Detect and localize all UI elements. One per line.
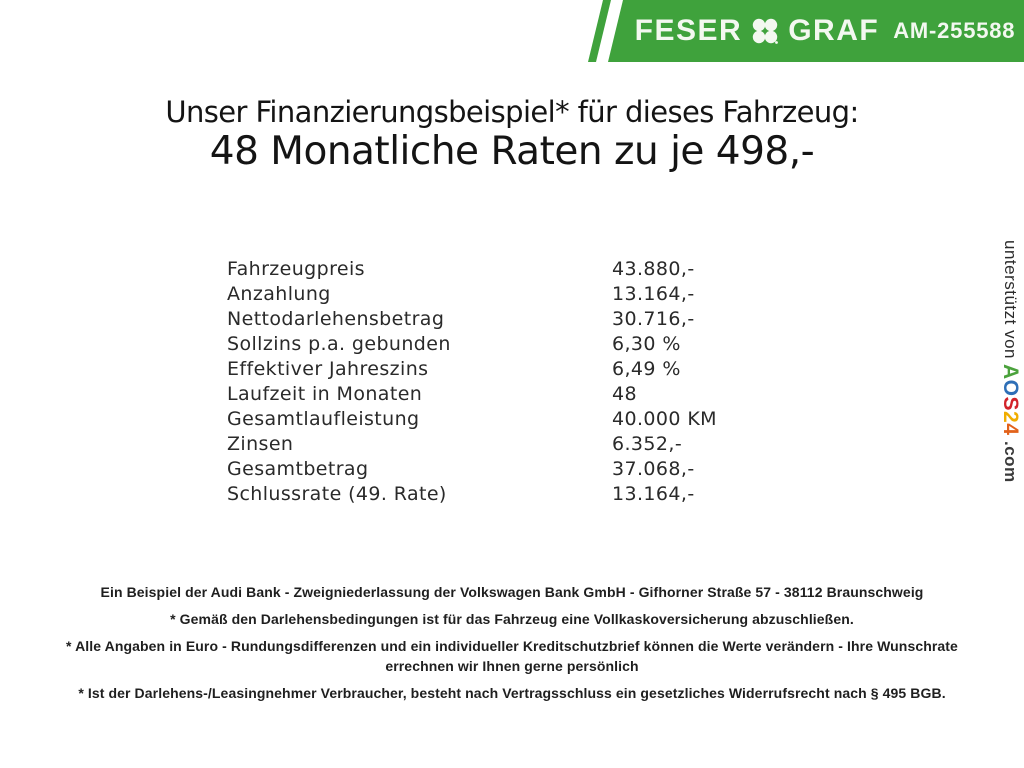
row-value: 13.164,- bbox=[612, 483, 695, 505]
row-label: Gesamtlaufleistung bbox=[227, 408, 420, 430]
table-row: Gesamtbetrag 37.068,- bbox=[227, 457, 717, 482]
aos24-letter: 4 bbox=[999, 423, 1022, 436]
row-value: 6,30 % bbox=[612, 333, 681, 355]
disclaimer-line: * Ist der Darlehens-/Leasingnehmer Verbr… bbox=[78, 685, 946, 701]
page-title: Unser Finanzierungsbeispiel* für dieses … bbox=[165, 95, 859, 129]
row-value: 13.164,- bbox=[612, 283, 695, 305]
brand-name-graf: GRAF bbox=[788, 14, 880, 47]
disclaimer-line: * Alle Angaben in Euro - Rundungsdiffere… bbox=[66, 638, 958, 674]
aos24-domain-suffix: .com bbox=[1001, 440, 1020, 483]
four-leaf-clover-icon bbox=[752, 18, 779, 44]
table-row: Fahrzeugpreis 43.880,- bbox=[227, 257, 717, 282]
row-value: 43.880,- bbox=[612, 258, 695, 280]
row-label: Zinsen bbox=[227, 433, 294, 455]
aos24-letter: 2 bbox=[999, 411, 1022, 424]
disclaimer-line: * Gemäß den Darlehensbedingungen ist für… bbox=[170, 611, 854, 627]
row-label: Laufzeit in Monaten bbox=[227, 383, 423, 405]
row-value: 48 bbox=[612, 383, 637, 405]
table-row: Effektiver Jahreszins 6,49 % bbox=[227, 357, 717, 382]
row-label: Anzahlung bbox=[227, 283, 331, 305]
row-value: 30.716,- bbox=[612, 308, 695, 330]
row-value: 6.352,- bbox=[612, 433, 683, 455]
table-row: Gesamtlaufleistung 40.000 KM bbox=[227, 407, 717, 432]
page-subtitle-rate: 48 Monatliche Raten zu je 498,- bbox=[209, 129, 815, 174]
aos24-letter: A bbox=[999, 364, 1022, 380]
row-value: 40.000 KM bbox=[612, 408, 717, 430]
row-label: Effektiver Jahreszins bbox=[227, 358, 429, 380]
row-label: Schlussrate (49. Rate) bbox=[227, 483, 447, 505]
aos24-letter: O bbox=[999, 379, 1022, 397]
row-value: 37.068,- bbox=[612, 458, 695, 480]
financing-table: Fahrzeugpreis 43.880,- Anzahlung 13.164,… bbox=[227, 257, 717, 507]
banner-accent-stripe bbox=[588, 0, 611, 62]
disclaimer-line: Ein Beispiel der Audi Bank - Zweignieder… bbox=[100, 584, 924, 600]
supported-by-label: unterstützt von bbox=[1001, 240, 1020, 360]
table-row: Zinsen 6.352,- bbox=[227, 432, 717, 457]
row-label: Gesamtbetrag bbox=[227, 458, 369, 480]
aos24-logo: AOS24 bbox=[999, 364, 1022, 435]
table-row: Sollzins p.a. gebunden 6,30 % bbox=[227, 332, 717, 357]
row-label: Nettodarlehensbetrag bbox=[227, 308, 445, 330]
table-row: Laufzeit in Monaten 48 bbox=[227, 382, 717, 407]
brand-name-feser: FESER bbox=[634, 14, 743, 47]
disclaimer-footer: Ein Beispiel der Audi Bank - Zweignieder… bbox=[0, 582, 1024, 710]
table-row: Schlussrate (49. Rate) 13.164,- bbox=[227, 482, 717, 507]
supported-by-strip: unterstützt von AOS24 .com bbox=[998, 240, 1022, 483]
row-value: 6,49 % bbox=[612, 358, 681, 380]
table-row: Anzahlung 13.164,- bbox=[227, 282, 717, 307]
row-label: Sollzins p.a. gebunden bbox=[227, 333, 451, 355]
aos24-letter: S bbox=[999, 396, 1022, 412]
table-row: Nettodarlehensbetrag 30.716,- bbox=[227, 307, 717, 332]
dealer-banner-content: FESER GRAF AM-255588 bbox=[635, 0, 1015, 62]
vehicle-ref-code: AM-255588 bbox=[893, 18, 1016, 43]
row-label: Fahrzeugpreis bbox=[227, 258, 365, 280]
